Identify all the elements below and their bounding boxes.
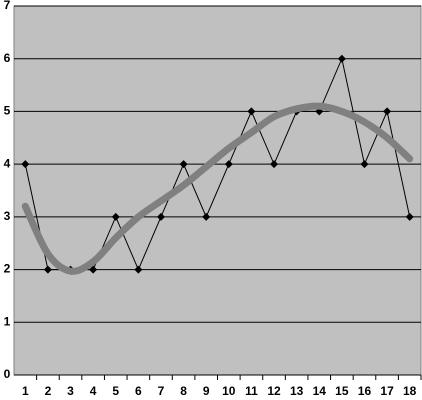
y-tick-label: 4: [4, 156, 11, 170]
x-tick-label: 11: [245, 384, 258, 398]
x-tick-label: 5: [112, 384, 119, 398]
x-tick-label: 18: [403, 384, 417, 398]
x-tick-label: 3: [67, 384, 74, 398]
y-tick-label: 3: [4, 209, 11, 223]
x-tick-label: 7: [158, 384, 165, 398]
marker: [21, 160, 30, 169]
marker: [383, 107, 392, 116]
x-tick-label: 14: [313, 384, 327, 398]
marker: [405, 212, 414, 221]
y-tick-label: 7: [4, 0, 11, 12]
y-tick-label: 5: [4, 104, 11, 118]
y-tick-label: 2: [4, 262, 11, 276]
marker: [270, 160, 279, 169]
marker: [337, 54, 346, 63]
marker: [179, 160, 188, 169]
x-tick-label: 4: [90, 384, 97, 398]
y-tick-label: 0: [4, 367, 11, 381]
marker: [43, 265, 52, 274]
marker: [134, 265, 143, 274]
marker: [202, 212, 211, 221]
marker: [224, 160, 233, 169]
marker: [111, 212, 120, 221]
x-tick-label: 1: [22, 384, 29, 398]
x-tick-label: 15: [335, 384, 349, 398]
x-tick-label: 9: [203, 384, 210, 398]
x-tick-label: 2: [45, 384, 52, 398]
x-tick-label: 12: [267, 384, 281, 398]
marker: [89, 265, 98, 274]
x-tick-label: 10: [222, 384, 236, 398]
x-tick-label: 17: [380, 384, 394, 398]
y-tick-label: 1: [4, 314, 11, 328]
x-tick-label: 6: [135, 384, 142, 398]
x-tick-label: 8: [180, 384, 187, 398]
x-tick-label: 16: [358, 384, 372, 398]
y-tick-label: 6: [4, 51, 11, 65]
marker: [156, 212, 165, 221]
marker: [247, 107, 256, 116]
marker: [360, 160, 369, 169]
trend-line: [21, 102, 414, 275]
x-tick-label: 13: [290, 384, 304, 398]
